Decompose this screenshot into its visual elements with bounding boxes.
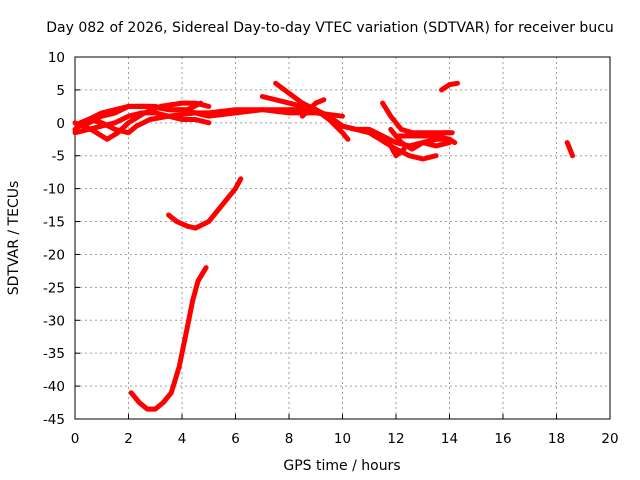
y-axis-label: SDTVAR / TECUs <box>6 181 22 296</box>
y-tick-label: 10 <box>48 50 65 66</box>
x-tick-label: 18 <box>548 431 565 447</box>
y-tick-label: -35 <box>43 346 65 362</box>
y-tick-label: -20 <box>43 247 65 263</box>
x-tick-label: 0 <box>71 431 80 447</box>
series-arc-mid <box>166 176 244 231</box>
data-series <box>72 80 575 412</box>
series-track-12 <box>380 133 407 159</box>
x-axis-label: GPS time / hours <box>283 458 400 474</box>
series-track-11 <box>388 126 452 152</box>
x-tick-label: 12 <box>387 431 404 447</box>
series-track-9 <box>299 97 327 119</box>
series-track-5 <box>80 100 204 129</box>
y-tick-label: -25 <box>43 280 65 296</box>
x-tick-label: 14 <box>441 431 458 447</box>
y-tick-label: -10 <box>43 182 65 198</box>
grid-lines <box>75 57 610 419</box>
x-tick-label: 8 <box>285 431 294 447</box>
y-tick-labels: 10 5 0 -5 -10 -15 -20 -25 -30 -35 -40 -45 <box>43 50 80 428</box>
x-tick-label: 4 <box>178 431 187 447</box>
series-track-4 <box>72 100 212 142</box>
series-track-13 <box>393 133 458 146</box>
series-arc-deep <box>128 265 209 412</box>
series-track-16 <box>564 140 575 159</box>
y-tick-label: -40 <box>43 379 65 395</box>
y-tick-label: -5 <box>52 149 65 165</box>
y-tick-label: 5 <box>56 83 65 99</box>
chart-title: Day 082 of 2026, Sidereal Day-to-day VTE… <box>46 20 614 36</box>
y-tick-label: -30 <box>43 313 65 329</box>
x-tick-label: 6 <box>231 431 240 447</box>
x-tick-label: 20 <box>601 431 618 447</box>
series-track-10 <box>380 100 452 136</box>
x-tick-label: 16 <box>494 431 511 447</box>
x-tick-label: 2 <box>124 431 133 447</box>
x-tick-label: 10 <box>334 431 351 447</box>
series-track-3 <box>77 107 345 136</box>
y-tick-label: 0 <box>56 116 65 132</box>
y-tick-label: -45 <box>43 412 65 428</box>
series-track-15 <box>439 80 460 93</box>
y-tick-label: -15 <box>43 215 65 231</box>
series-track-14 <box>433 130 455 139</box>
x-tick-labels: 0 2 4 6 8 10 12 14 16 18 20 <box>71 414 619 447</box>
